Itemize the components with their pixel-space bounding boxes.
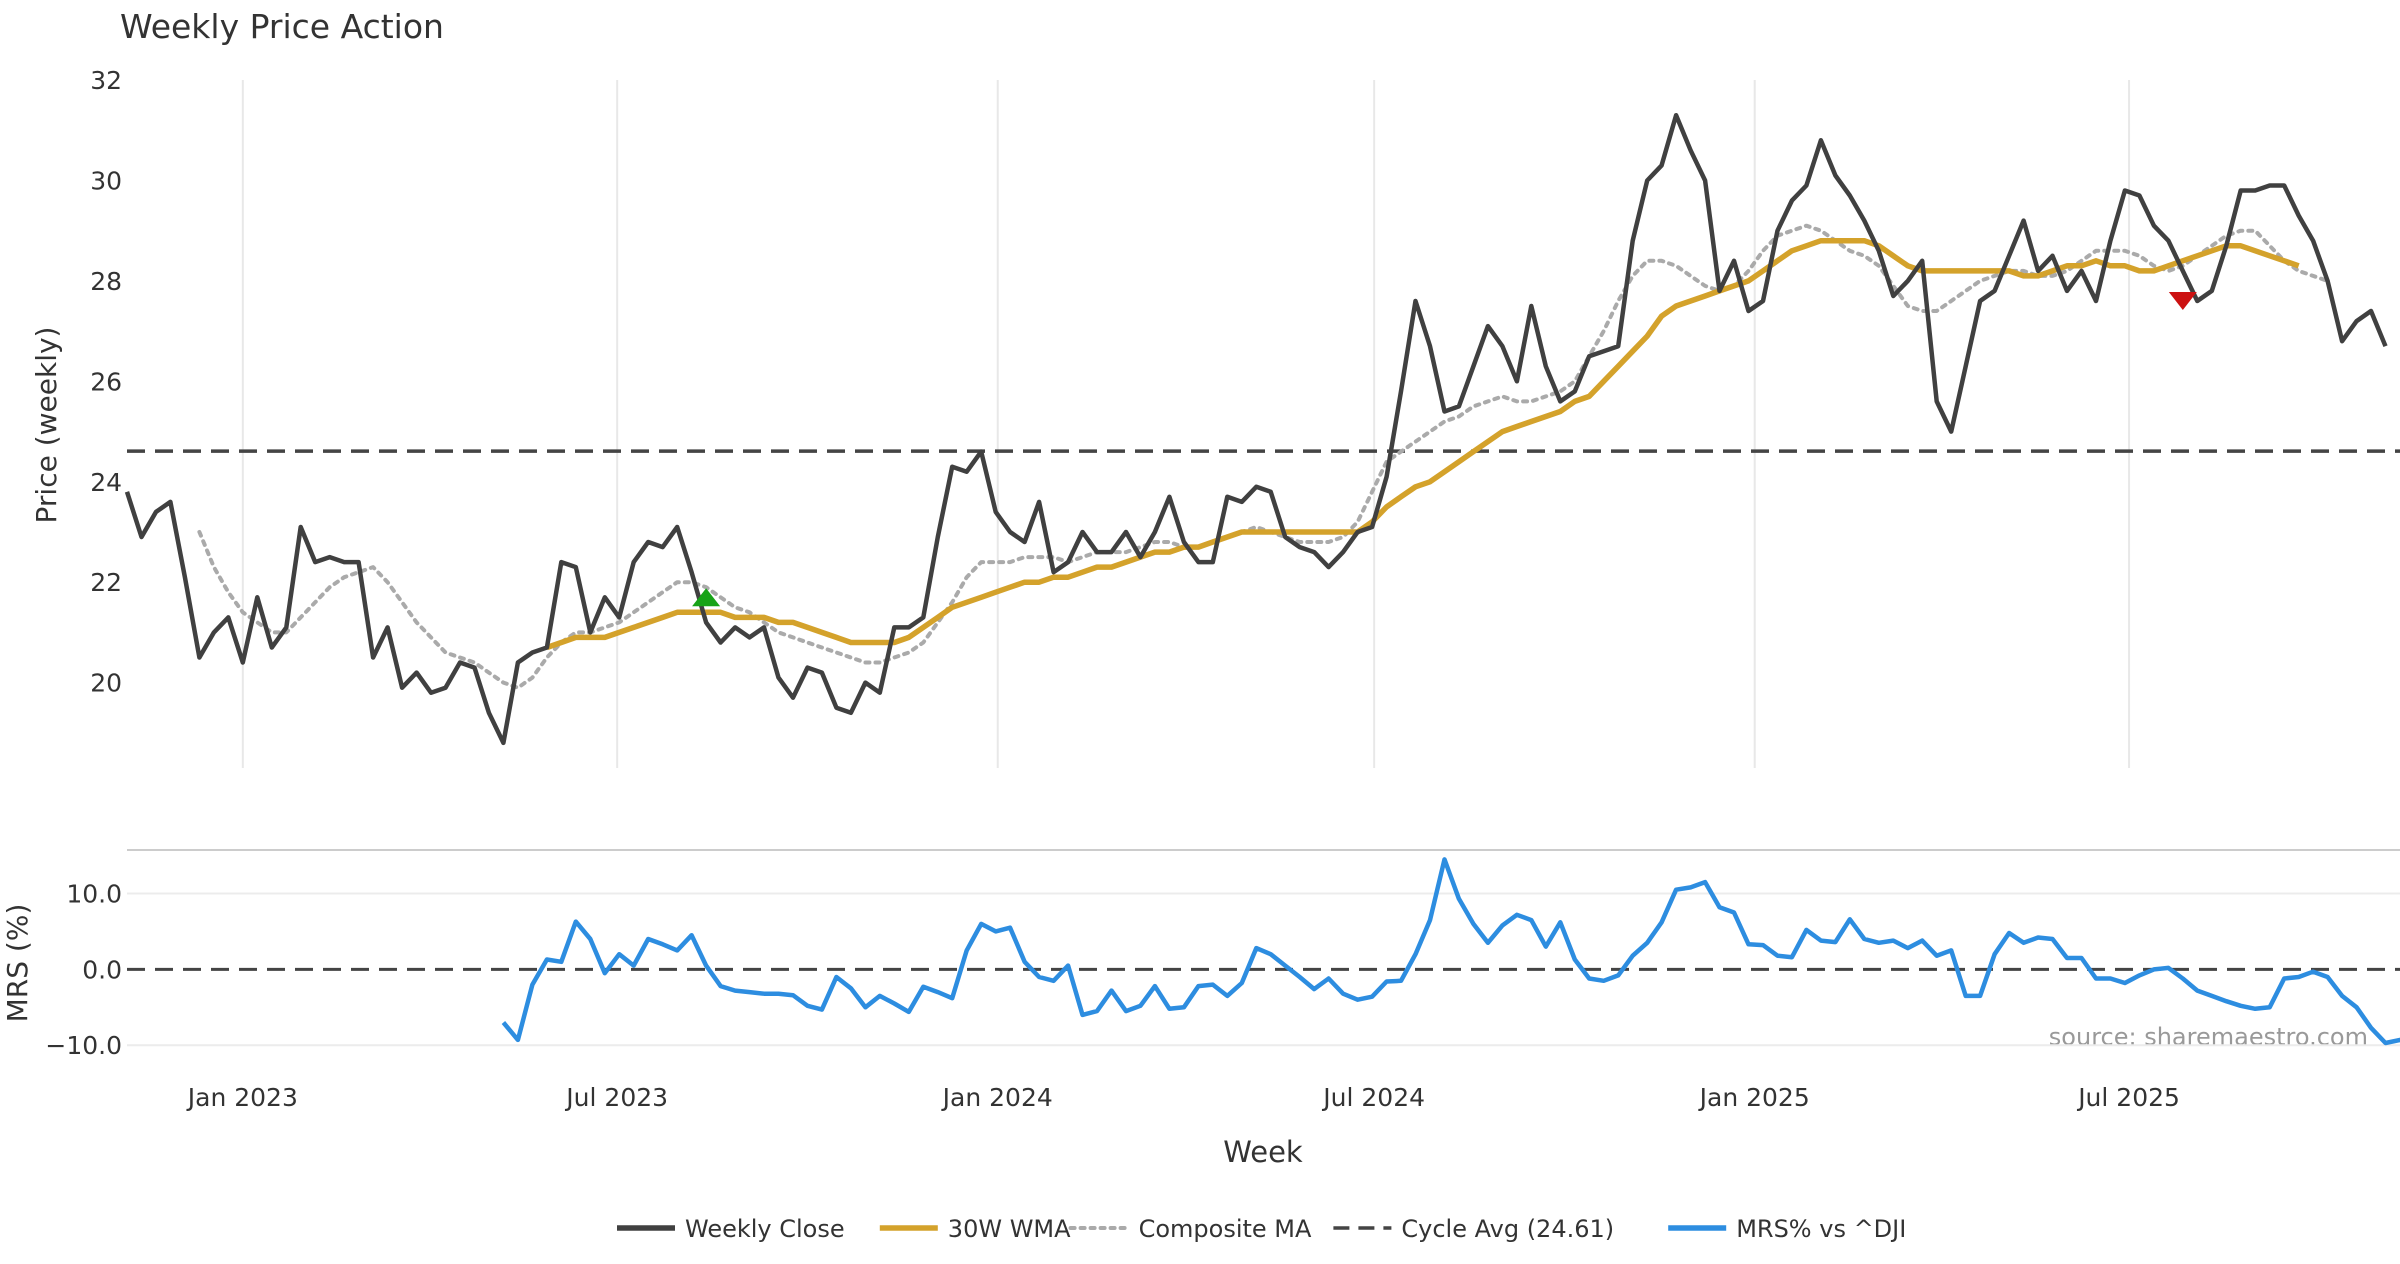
legend-label-mrs: MRS% vs ^DJI xyxy=(1736,1215,1906,1243)
mrs-y-axis-label: MRS (%) xyxy=(1,904,34,1023)
legend-label-wma: 30W WMA xyxy=(948,1215,1071,1243)
x-tick-label: Jan 2023 xyxy=(186,1083,298,1112)
price-y-tick-label: 20 xyxy=(90,669,122,698)
wma-series-line xyxy=(545,237,2300,651)
price-y-tick-label: 28 xyxy=(90,267,122,296)
x-tick-label: Jan 2024 xyxy=(941,1083,1053,1112)
mrs-y-tick-label: 0.0 xyxy=(82,955,122,984)
x-tick-labels: Jan 2023 Jul 2023 Jan 2024 Jul 2024 Jan 2025… xyxy=(186,1083,2180,1112)
mrs-panel: 10.0 0.0 −10.0 xyxy=(45,857,2400,1060)
legend-label-cycle: Cycle Avg (24.61) xyxy=(1401,1215,1614,1243)
grid-layer xyxy=(127,80,2400,1047)
x-tick-label: Jan 2025 xyxy=(1698,1083,1810,1112)
price-y-tick-label: 22 xyxy=(90,568,122,597)
chart-title: Weekly Price Action xyxy=(120,7,444,46)
price-y-axis-label: Price (weekly) xyxy=(30,327,63,524)
x-tick-label: Jul 2025 xyxy=(2076,1083,2180,1112)
buy-signal-marker xyxy=(692,588,721,607)
sell-signal-marker xyxy=(2168,291,2197,310)
mrs-y-tick-label: −10.0 xyxy=(45,1031,122,1060)
price-y-tick-label: 30 xyxy=(90,166,122,195)
legend-label-composite: Composite MA xyxy=(1139,1215,1312,1243)
x-tick-label: Jul 2024 xyxy=(1321,1083,1425,1112)
legend: Weekly Close 30W WMA Composite MA Cycle Avg… xyxy=(617,1215,1906,1243)
close-series-line xyxy=(124,112,2388,746)
price-panel: 20 22 24 26 28 30 32 xyxy=(90,66,2400,746)
price-y-tick-label: 32 xyxy=(90,66,122,95)
price-y-tick-label: 24 xyxy=(90,468,122,497)
x-axis-label: Week xyxy=(1223,1135,1303,1169)
price-y-tick-label: 26 xyxy=(90,367,122,396)
legend-label-close: Weekly Close xyxy=(685,1215,845,1243)
source-watermark: source: sharemaestro.com xyxy=(2049,1023,2368,1051)
x-tick-label: Jul 2023 xyxy=(564,1083,668,1112)
mrs-series-line xyxy=(501,857,2400,1046)
mrs-y-tick-label: 10.0 xyxy=(66,880,122,909)
